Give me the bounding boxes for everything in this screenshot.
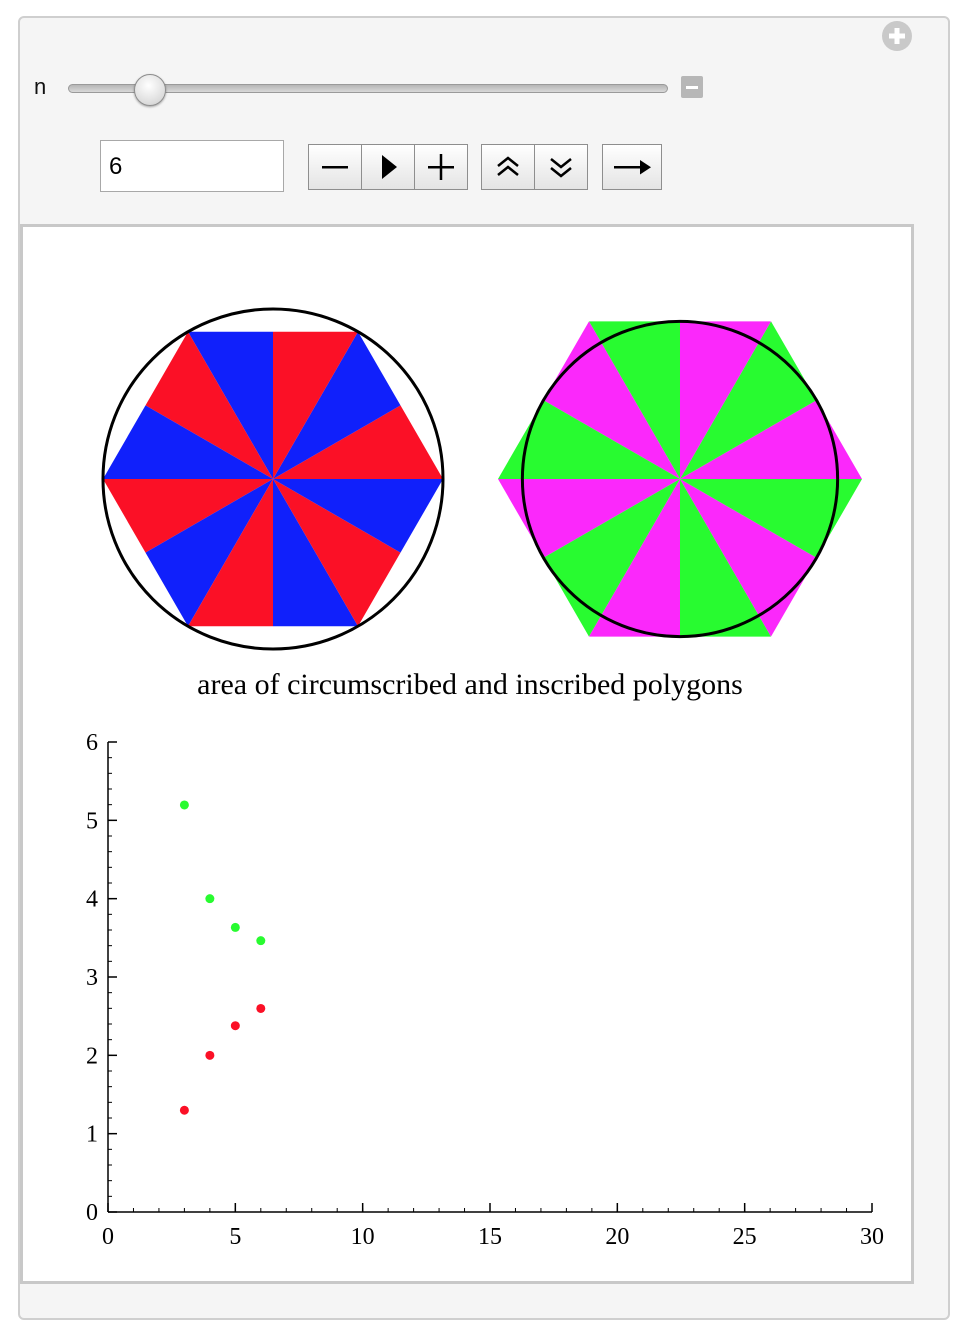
circumscribed-polygon-figure [498, 319, 862, 639]
slower-button[interactable] [534, 144, 588, 190]
polygon-sector [273, 479, 401, 627]
polygon-sector [589, 479, 680, 637]
polygon-sector [498, 479, 680, 558]
unit-circle [101, 307, 445, 651]
data-point [179, 1105, 189, 1115]
data-point [205, 894, 215, 904]
y-tick-label: 2 [86, 1043, 98, 1069]
polygon-sector [273, 479, 443, 553]
y-tick-label: 1 [86, 1122, 98, 1148]
play-icon [382, 155, 397, 179]
polygon-sector [145, 331, 273, 479]
play-button[interactable] [361, 144, 415, 190]
x-tick-label: 0 [102, 1224, 114, 1250]
polygon-sector [188, 479, 273, 627]
double-chevron-up-icon [497, 156, 519, 176]
data-point [256, 936, 266, 946]
y-tick-label: 4 [86, 887, 98, 913]
x-tick-label: 5 [229, 1224, 241, 1250]
n-slider-thumb[interactable] [134, 74, 167, 106]
faster-button[interactable] [481, 144, 535, 190]
polygon-sector [145, 479, 273, 627]
slider-variable-label: n [34, 74, 47, 99]
increment-button[interactable] [414, 144, 468, 190]
x-tick-label: 25 [733, 1224, 757, 1250]
decrement-button[interactable] [308, 144, 362, 190]
direction-button[interactable] [602, 144, 662, 190]
polygon-sector [273, 331, 401, 479]
plus-circle-icon[interactable] [881, 20, 913, 52]
y-tick-label: 3 [86, 965, 98, 991]
minus-square-icon[interactable] [681, 76, 703, 98]
plus-icon [428, 154, 454, 180]
double-chevron-down-icon [550, 158, 572, 178]
data-point [230, 922, 240, 932]
n-value-input[interactable]: 6 [100, 140, 284, 192]
polygon-sector [273, 405, 443, 479]
unit-circle [520, 319, 840, 639]
x-tick-label: 10 [351, 1224, 375, 1250]
data-point [256, 1003, 266, 1013]
polygon-sector [273, 331, 358, 479]
polygon-sector [273, 479, 358, 627]
x-tick-label: 20 [605, 1224, 629, 1250]
data-point [179, 800, 189, 810]
plot-title: area of circumscribed and inscribed poly… [197, 668, 743, 701]
y-tick-label: 5 [86, 808, 98, 834]
polygon-sector [680, 479, 862, 558]
x-tick-label: 15 [478, 1224, 502, 1250]
polygon-sector [103, 479, 273, 553]
data-point [205, 1050, 215, 1060]
polygon-sector [680, 400, 862, 479]
y-tick-label: 6 [86, 730, 98, 756]
y-tick-label: 0 [86, 1200, 98, 1226]
n-slider-track[interactable] [68, 84, 668, 93]
polygon-sector [498, 400, 680, 479]
minus-icon [322, 166, 348, 169]
x-tick-label: 30 [860, 1224, 884, 1250]
polygon-sector [103, 405, 273, 479]
area-scatter-plot: 0 5 10 15 20 25 30 0 1 2 3 4 5 6 [86, 730, 884, 1250]
polygon-sector [188, 331, 273, 479]
polygon-sector [680, 479, 771, 637]
inscribed-polygon-figure [101, 307, 445, 651]
data-point [230, 1021, 240, 1031]
arrow-right-icon [614, 160, 651, 175]
